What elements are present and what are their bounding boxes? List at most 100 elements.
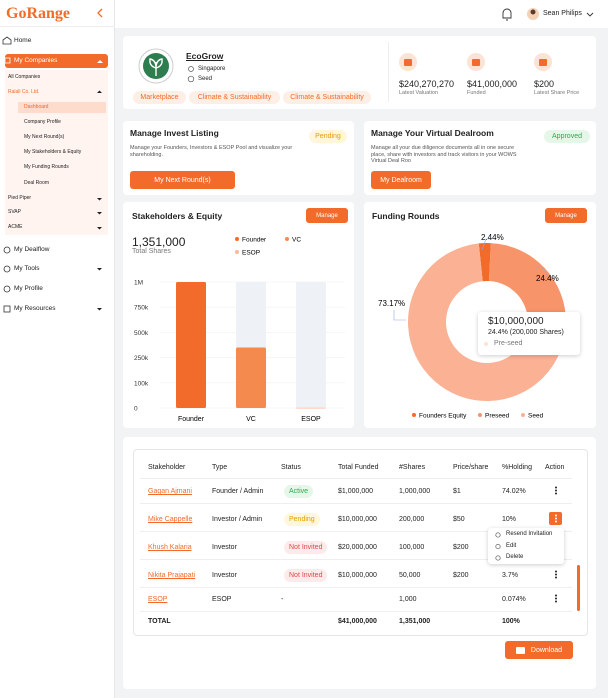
bar [236, 347, 266, 408]
legend-dot [235, 237, 239, 241]
menu-item[interactable]: Resend Invitation [506, 531, 553, 537]
table-cell: $200 [453, 572, 469, 579]
collapse-icon[interactable] [96, 8, 104, 18]
user-icons[interactable] [500, 6, 600, 24]
button[interactable]: Manage [545, 208, 587, 223]
button[interactable]: My Dealroom [371, 171, 431, 189]
y-tick-label: 100k [134, 380, 149, 387]
table-cell: $1,000,000 [338, 488, 374, 495]
button[interactable]: My Next Round(s) [130, 171, 235, 189]
legend-label: Founder [242, 237, 267, 244]
stakeholder-link[interactable]: ESOP [148, 596, 168, 603]
company-tag: Climate & Sustainability [283, 91, 371, 104]
action-dot [555, 600, 557, 603]
y-tick-label: 0 [134, 406, 138, 413]
legend-dot [521, 413, 525, 417]
bar [176, 282, 206, 408]
tooltip: $10,000,000 24.4% (200,000 Shares) Pre-s… [478, 312, 580, 355]
nav-sub[interactable]: SVAP [8, 209, 21, 215]
status-badge: Not Invited [284, 569, 328, 582]
nav-item[interactable]: My Tools [14, 265, 40, 272]
table-cell: 3.7% [502, 572, 518, 579]
stat-label: Funded [467, 90, 486, 96]
table-header: Status [281, 464, 301, 471]
table-cell: $50 [453, 516, 465, 523]
total-cell: 100% [502, 618, 520, 625]
logo[interactable]: GoRange [6, 5, 70, 22]
action-dot [555, 492, 557, 495]
nav-sub[interactable]: Deal Room [24, 180, 50, 186]
submenu-bg [5, 70, 108, 235]
table-header: Total Funded [338, 464, 379, 471]
legend-label: ESOP [242, 250, 260, 257]
x-tick-label: ESOP [301, 416, 321, 423]
table-header: Action [545, 464, 565, 471]
nav-sub[interactable]: Company Profile [24, 119, 61, 125]
button[interactable]: Manage [306, 208, 348, 223]
legend-label: VC [292, 237, 301, 244]
menu-item[interactable]: Edit [506, 542, 517, 549]
topbar [115, 0, 608, 28]
table-cell: 200,000 [399, 516, 425, 523]
card-description: Manage all your due diligence documents … [371, 145, 517, 164]
legend-label: Founders Equity [419, 413, 467, 420]
action-button[interactable] [549, 592, 563, 606]
donut-slice [478, 243, 491, 282]
table-header: Type [212, 464, 228, 471]
company-name[interactable]: EcoGrow [186, 51, 224, 61]
table-header: %Holding [502, 464, 532, 471]
bar-chart: 0 100k 250k 500k 750k 1M Founder Founder VC VC ESO… [134, 237, 345, 423]
stat-value: $240,270,270 [399, 79, 455, 89]
action-menu: Resend Invitation Edit Delete [488, 528, 564, 564]
download-icon [515, 647, 525, 654]
nav-item[interactable]: Home [14, 37, 32, 44]
scrollbar[interactable] [577, 565, 580, 611]
status-badge: Pending [284, 513, 320, 526]
nav-sub[interactable]: All Companies [8, 74, 41, 80]
nav-sub[interactable]: My Funding Rounds [24, 164, 69, 170]
legend-dot [235, 250, 239, 254]
tooltip-detail: 24.4% (200,000 Shares) [488, 329, 564, 336]
nav-sub[interactable]: Pied Piper [8, 195, 32, 201]
nav-sub[interactable]: Ralali Co. Ltd. [8, 89, 40, 95]
row-divider [140, 503, 572, 504]
stakeholder-link[interactable]: Mike Cappelle [148, 516, 193, 523]
nav-item[interactable]: My Profile [14, 285, 43, 292]
y-tick-label: 500k [134, 330, 149, 337]
status-badge: - [281, 596, 284, 603]
bar [296, 407, 326, 409]
action-button[interactable] [549, 512, 563, 526]
user-name[interactable]: Sean Philips [543, 10, 582, 17]
nav-item[interactable]: My Resources [14, 305, 56, 312]
y-tick-label: 1M [134, 280, 143, 287]
action-button[interactable] [549, 484, 563, 498]
table-header: Price/share [453, 464, 489, 471]
nav-item[interactable]: My Dealflow [14, 246, 50, 253]
download-button[interactable]: Download [505, 641, 573, 659]
stakeholder-link[interactable]: Nikita Prajapati [148, 572, 196, 579]
stakeholder-link[interactable]: Khush Kalaria [148, 544, 192, 551]
nav-sub[interactable]: My Next Round(s) [24, 134, 65, 140]
company-stage: Seed [198, 76, 213, 82]
action-button[interactable] [549, 568, 563, 582]
stat-label: Latest Valuation [399, 90, 439, 96]
menu-item[interactable]: Delete [506, 554, 524, 560]
company-tag: Climate & Sustainability [189, 91, 280, 104]
nav-sub[interactable]: My Stakeholders & Equity [24, 149, 82, 155]
table-cell: Investor [212, 544, 237, 551]
nav-item[interactable]: My Companies [14, 57, 58, 64]
slice-label: 24.4% [536, 274, 559, 283]
row-divider [140, 587, 572, 588]
nav-sub[interactable]: ACME [8, 224, 23, 230]
company-logo [138, 48, 174, 84]
table-cell: Founder / Admin [212, 488, 264, 495]
stakeholder-link[interactable]: Gagan Ajmani [148, 488, 192, 495]
table-cell: Investor [212, 572, 237, 579]
y-tick-label: 750k [134, 305, 149, 312]
card-title: Funding Rounds [372, 211, 440, 221]
row-divider [140, 559, 572, 560]
meta-icons [187, 66, 195, 83]
y-tick-label: 250k [134, 355, 149, 362]
nav-sub[interactable]: Dashboard [24, 104, 49, 110]
